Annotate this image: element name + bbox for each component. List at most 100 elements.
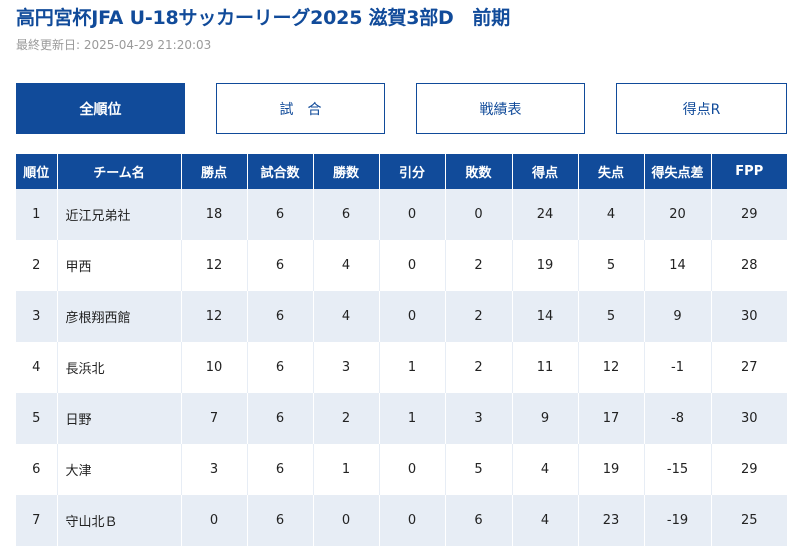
cell-rank: 3 bbox=[16, 291, 58, 342]
cell-team: 守山北Ｂ bbox=[57, 495, 182, 546]
cell-wins: 4 bbox=[313, 240, 380, 291]
tab-label: 戦績表 bbox=[479, 101, 522, 118]
cell-team: 彦根翔西館 bbox=[57, 291, 182, 342]
column-header-points: 勝点 bbox=[181, 154, 248, 189]
cell-losses: 6 bbox=[445, 495, 513, 546]
cell-goals-for: 14 bbox=[512, 291, 579, 342]
column-header-played: 試合数 bbox=[247, 154, 314, 189]
table-row: 6 大津 3 6 1 0 5 4 19 -15 29 bbox=[16, 444, 787, 495]
tab-scorer-ranking[interactable]: 得点R bbox=[616, 83, 787, 134]
cell-team: 近江兄弟社 bbox=[57, 189, 182, 240]
cell-played: 6 bbox=[247, 342, 314, 393]
tab-all-standings[interactable]: 全順位 bbox=[16, 83, 185, 134]
table-header-row: 順位 チーム名 勝点 試合数 勝数 引分 敗数 得点 失点 得失点差 FPP bbox=[16, 154, 787, 189]
cell-fpp: 29 bbox=[711, 444, 787, 495]
cell-rank: 4 bbox=[16, 342, 58, 393]
cell-draws: 0 bbox=[379, 495, 446, 546]
tab-label: 全順位 bbox=[79, 101, 122, 118]
cell-goal-diff: -15 bbox=[644, 444, 712, 495]
cell-goals-against: 4 bbox=[578, 189, 645, 240]
column-header-team: チーム名 bbox=[57, 154, 182, 189]
table-row: 3 彦根翔西館 12 6 4 0 2 14 5 9 30 bbox=[16, 291, 787, 342]
cell-goals-against: 5 bbox=[578, 291, 645, 342]
cell-wins: 0 bbox=[313, 495, 380, 546]
cell-losses: 0 bbox=[445, 189, 513, 240]
cell-draws: 0 bbox=[379, 240, 446, 291]
cell-points: 18 bbox=[181, 189, 248, 240]
column-header-goal-diff: 得失点差 bbox=[644, 154, 712, 189]
cell-points: 10 bbox=[181, 342, 248, 393]
cell-draws: 0 bbox=[379, 291, 446, 342]
cell-goal-diff: 14 bbox=[644, 240, 712, 291]
cell-losses: 2 bbox=[445, 240, 513, 291]
cell-goal-diff: -19 bbox=[644, 495, 712, 546]
cell-goals-for: 9 bbox=[512, 393, 579, 444]
cell-played: 6 bbox=[247, 495, 314, 546]
cell-rank: 1 bbox=[16, 189, 58, 240]
cell-rank: 6 bbox=[16, 444, 58, 495]
cell-goals-against: 12 bbox=[578, 342, 645, 393]
cell-draws: 0 bbox=[379, 444, 446, 495]
cell-fpp: 30 bbox=[711, 393, 787, 444]
cell-points: 0 bbox=[181, 495, 248, 546]
standings-table: 順位 チーム名 勝点 試合数 勝数 引分 敗数 得点 失点 得失点差 FPP 1… bbox=[16, 154, 787, 546]
tab-matches[interactable]: 試合 bbox=[216, 83, 385, 134]
cell-wins: 1 bbox=[313, 444, 380, 495]
cell-losses: 2 bbox=[445, 342, 513, 393]
cell-team: 長浜北 bbox=[57, 342, 182, 393]
cell-draws: 0 bbox=[379, 189, 446, 240]
cell-goal-diff: 20 bbox=[644, 189, 712, 240]
cell-losses: 5 bbox=[445, 444, 513, 495]
cell-played: 6 bbox=[247, 291, 314, 342]
cell-team: 甲西 bbox=[57, 240, 182, 291]
column-header-goals-against: 失点 bbox=[578, 154, 645, 189]
cell-team: 日野 bbox=[57, 393, 182, 444]
cell-goals-against: 17 bbox=[578, 393, 645, 444]
cell-goals-against: 19 bbox=[578, 444, 645, 495]
table-row: 2 甲西 12 6 4 0 2 19 5 14 28 bbox=[16, 240, 787, 291]
cell-wins: 2 bbox=[313, 393, 380, 444]
table-row: 1 近江兄弟社 18 6 6 0 0 24 4 20 29 bbox=[16, 189, 787, 240]
cell-goals-for: 11 bbox=[512, 342, 579, 393]
tab-label: 得点R bbox=[682, 101, 721, 118]
cell-fpp: 28 bbox=[711, 240, 787, 291]
cell-rank: 7 bbox=[16, 495, 58, 546]
cell-draws: 1 bbox=[379, 342, 446, 393]
cell-played: 6 bbox=[247, 393, 314, 444]
cell-rank: 2 bbox=[16, 240, 58, 291]
cell-goals-against: 23 bbox=[578, 495, 645, 546]
tab-label: 試合 bbox=[279, 101, 336, 118]
cell-points: 7 bbox=[181, 393, 248, 444]
cell-goals-for: 4 bbox=[512, 444, 579, 495]
column-header-losses: 敗数 bbox=[445, 154, 513, 189]
cell-points: 12 bbox=[181, 291, 248, 342]
table-row: 5 日野 7 6 2 1 3 9 17 -8 30 bbox=[16, 393, 787, 444]
column-header-fpp: FPP bbox=[711, 154, 787, 189]
cell-losses: 3 bbox=[445, 393, 513, 444]
column-header-draws: 引分 bbox=[379, 154, 446, 189]
cell-fpp: 27 bbox=[711, 342, 787, 393]
cell-goal-diff: 9 bbox=[644, 291, 712, 342]
table-row: 4 長浜北 10 6 3 1 2 11 12 -1 27 bbox=[16, 342, 787, 393]
cell-points: 12 bbox=[181, 240, 248, 291]
cell-goal-diff: -8 bbox=[644, 393, 712, 444]
table-row: 7 守山北Ｂ 0 6 0 0 6 4 23 -19 25 bbox=[16, 495, 787, 546]
column-header-goals-for: 得点 bbox=[512, 154, 579, 189]
cell-fpp: 30 bbox=[711, 291, 787, 342]
cell-played: 6 bbox=[247, 240, 314, 291]
tab-results-table[interactable]: 戦績表 bbox=[416, 83, 585, 134]
cell-rank: 5 bbox=[16, 393, 58, 444]
cell-played: 6 bbox=[247, 444, 314, 495]
cell-played: 6 bbox=[247, 189, 314, 240]
cell-goals-for: 19 bbox=[512, 240, 579, 291]
last-updated: 最終更新日: 2025-04-29 21:20:03 bbox=[16, 38, 212, 52]
cell-wins: 3 bbox=[313, 342, 380, 393]
cell-goals-against: 5 bbox=[578, 240, 645, 291]
cell-points: 3 bbox=[181, 444, 248, 495]
cell-wins: 4 bbox=[313, 291, 380, 342]
cell-fpp: 25 bbox=[711, 495, 787, 546]
cell-goals-for: 24 bbox=[512, 189, 579, 240]
column-header-wins: 勝数 bbox=[313, 154, 380, 189]
cell-goal-diff: -1 bbox=[644, 342, 712, 393]
